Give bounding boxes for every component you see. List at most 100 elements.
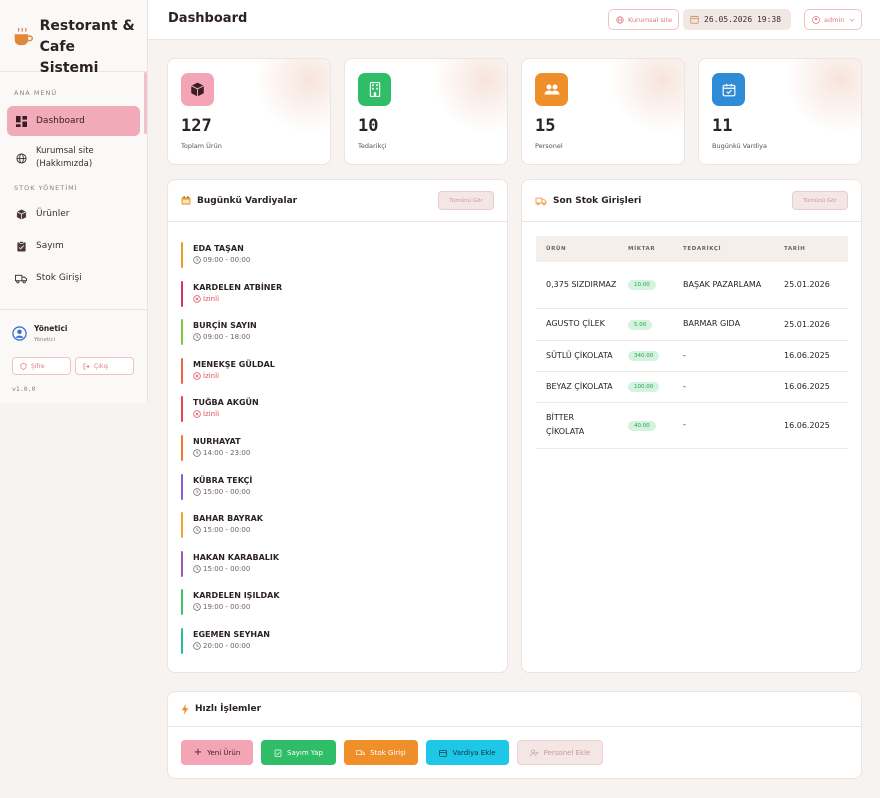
cell-supplier: - bbox=[683, 402, 784, 449]
shift-time-text: 09:00 - 18:00 bbox=[203, 333, 251, 342]
new-product-button[interactable]: + Yeni Ürün bbox=[181, 740, 253, 765]
user-menu-button[interactable]: admin bbox=[804, 9, 862, 30]
shifts-view-all-button[interactable]: Tümünü Gör bbox=[438, 191, 494, 210]
section-main-label: ANA MENÜ bbox=[14, 89, 58, 97]
sidebar-item-urunler[interactable]: Ürünler bbox=[7, 198, 140, 230]
quick-actions-panel: Hızlı İşlemler + Yeni Ürün Sayım Yap Sto… bbox=[167, 691, 862, 779]
calendar-icon bbox=[690, 15, 699, 24]
user-circle-icon bbox=[812, 15, 820, 24]
table-row[interactable]: AGUSTO ÇİLEK 5.00 BARMAR GIDA 25.01.2026 bbox=[536, 308, 848, 341]
brand: Restorant & Cafe Sistemi bbox=[0, 0, 147, 76]
truck-icon bbox=[535, 197, 547, 205]
shift-name: KÜBRA TEKÇİ bbox=[193, 475, 253, 485]
sidebar-item-label-2: (Hakkımızda) bbox=[36, 159, 93, 169]
user-plus-icon bbox=[529, 748, 538, 756]
column-header-quantity: MİKTAR bbox=[628, 236, 683, 262]
shift-time-text: 15:00 - 00:00 bbox=[203, 526, 251, 535]
shifts-panel-title: Bugünkü Vardiyalar bbox=[197, 195, 298, 206]
cell-quantity: 10.00 bbox=[628, 262, 683, 309]
stat-card-shifts: 11 Bugünkü Vardiya bbox=[698, 58, 862, 165]
change-password-button[interactable]: Şifre bbox=[12, 357, 71, 375]
sidebar-item-kurumsal[interactable]: Kurumsal site (Hakkımızda) bbox=[7, 138, 140, 178]
sidebar: Restorant & Cafe Sistemi ANA MENÜ Dashbo… bbox=[0, 0, 148, 403]
shift-time: 09:00 - 18:00 bbox=[193, 333, 507, 341]
logout-button[interactable]: Çıkış bbox=[75, 357, 134, 375]
shift-name: EGEMEN SEYHAN bbox=[193, 629, 271, 639]
stock-view-all-button[interactable]: Tümünü Gör bbox=[792, 191, 848, 210]
sidebar-item-dashboard[interactable]: Dashboard bbox=[7, 106, 140, 136]
shift-time: İzinli bbox=[193, 295, 507, 303]
shift-time: 15:00 - 00:00 bbox=[193, 565, 507, 573]
clock-icon bbox=[193, 565, 201, 573]
clock-icon bbox=[193, 642, 201, 650]
coffee-cup-icon bbox=[14, 27, 33, 46]
shift-time-text: İzinli bbox=[203, 371, 220, 380]
table-row[interactable]: BİTTER ÇİKOLATA 40.00 -16.06.2025 bbox=[536, 402, 848, 449]
shifts-panel: Bugünkü Vardiyalar Tümünü Gör EDA TAŞAN 0… bbox=[167, 179, 508, 673]
stat-label: Personel bbox=[535, 142, 563, 150]
cell-product: AGUSTO ÇİLEK bbox=[536, 308, 628, 341]
stat-card-products: 127 Toplam Ürün bbox=[167, 58, 331, 165]
shift-name: TUĞBA AKGÜN bbox=[193, 398, 259, 408]
shift-name: HAKAN KARABALIK bbox=[193, 552, 280, 562]
user-name: Yönetici bbox=[34, 324, 68, 333]
quick-actions-title: Hızlı İşlemler bbox=[195, 704, 262, 714]
new-product-label: Yeni Ürün bbox=[207, 748, 241, 757]
shift-item: KARDELEN IŞILDAK 19:00 - 00:00 bbox=[168, 587, 507, 626]
add-staff-button[interactable]: Personel Ekle bbox=[517, 740, 603, 765]
cell-date: 16.06.2025 bbox=[784, 340, 848, 372]
shift-time-text: 15:00 - 00:00 bbox=[203, 564, 251, 573]
add-staff-label: Personel Ekle bbox=[543, 748, 591, 757]
shift-time: 19:00 - 00:00 bbox=[193, 603, 507, 611]
cell-date: 16.06.2025 bbox=[784, 402, 848, 449]
user-box: Yönetici Yönetici Şifre Çıkış v1.0.0 bbox=[0, 309, 148, 393]
quantity-badge: 100.00 bbox=[628, 382, 660, 392]
user-menu-label: admin bbox=[824, 15, 845, 24]
table-row[interactable]: SÜTLÜ ÇİKOLATA 340.00 -16.06.2025 bbox=[536, 340, 848, 372]
sidebar-scrollbar[interactable] bbox=[144, 72, 147, 134]
column-header-date: TARİH bbox=[784, 236, 848, 262]
page-title: Dashboard bbox=[168, 11, 248, 26]
sidebar-item-stok-girisi[interactable]: Stok Girişi bbox=[7, 262, 140, 294]
shift-time-text: 19:00 - 00:00 bbox=[203, 603, 251, 612]
shift-color-bar bbox=[181, 550, 183, 577]
cell-supplier: BARMAR GIDA bbox=[683, 308, 784, 341]
stat-label: Toplam Ürün bbox=[181, 142, 222, 150]
stock-entry-button[interactable]: Stok Girişi bbox=[344, 740, 418, 765]
shift-list: EDA TAŞAN 09:00 - 00:00 KARDELEN ATBİNER İz… bbox=[168, 222, 507, 665]
stock-panel-title: Son Stok Girişleri bbox=[553, 195, 642, 206]
count-button[interactable]: Sayım Yap bbox=[261, 740, 336, 765]
section-stock-label: STOK YÖNETİMİ bbox=[14, 184, 78, 192]
clock-icon bbox=[193, 526, 201, 534]
shift-color-bar bbox=[181, 434, 183, 461]
stat-label: Tedarikçi bbox=[358, 142, 387, 150]
kurumsal-site-label: Kurumsal site bbox=[628, 15, 673, 24]
stock-table: ÜRÜN MİKTAR TEDARİKÇİ TARİH 0,375 SIZDIR… bbox=[536, 236, 848, 449]
sidebar-item-label: Ürünler bbox=[36, 209, 70, 219]
calendar-check-icon bbox=[712, 73, 745, 106]
count-label: Sayım Yap bbox=[287, 748, 323, 757]
building-icon bbox=[358, 73, 391, 106]
sidebar-item-sayim[interactable]: Sayım bbox=[7, 230, 140, 262]
shift-item: HAKAN KARABALIK 15:00 - 00:00 bbox=[168, 549, 507, 588]
shift-time-text: 15:00 - 00:00 bbox=[203, 487, 251, 496]
shift-color-bar bbox=[181, 242, 183, 268]
globe-icon bbox=[15, 152, 27, 164]
x-circle-icon bbox=[193, 294, 201, 303]
column-header-product: ÜRÜN bbox=[536, 236, 628, 262]
calendar-icon bbox=[181, 196, 191, 205]
clock-icon bbox=[193, 487, 201, 496]
add-shift-button[interactable]: Vardiya Ekle bbox=[426, 740, 509, 765]
shift-item: EGEMEN SEYHAN 20:00 - 00:00 bbox=[168, 626, 507, 665]
shift-name: MENEKŞE GÜLDAL bbox=[193, 359, 275, 369]
shift-name: KARDELEN ATBİNER bbox=[193, 282, 283, 292]
table-row[interactable]: BEYAZ ÇİKOLATA 100.00 -16.06.2025 bbox=[536, 371, 848, 403]
topbar: Dashboard Kurumsal site 26.05.2026 19:38… bbox=[148, 0, 880, 40]
shift-item: TUĞBA AKGÜN İzinli bbox=[168, 394, 507, 433]
clipboard-check-icon bbox=[274, 749, 282, 757]
user-avatar-icon bbox=[12, 326, 27, 341]
stat-label: Bugünkü Vardiya bbox=[712, 142, 767, 150]
kurumsal-site-button[interactable]: Kurumsal site bbox=[608, 9, 679, 30]
shift-color-bar bbox=[181, 512, 183, 539]
table-row[interactable]: 0,375 SIZDIRMAZ 10.00 BAŞAK PAZARLAMA 25.01… bbox=[536, 262, 848, 309]
